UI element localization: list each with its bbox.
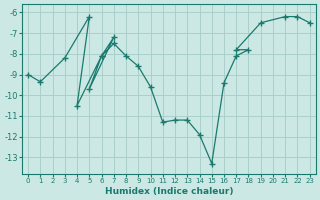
X-axis label: Humidex (Indice chaleur): Humidex (Indice chaleur) bbox=[105, 187, 233, 196]
